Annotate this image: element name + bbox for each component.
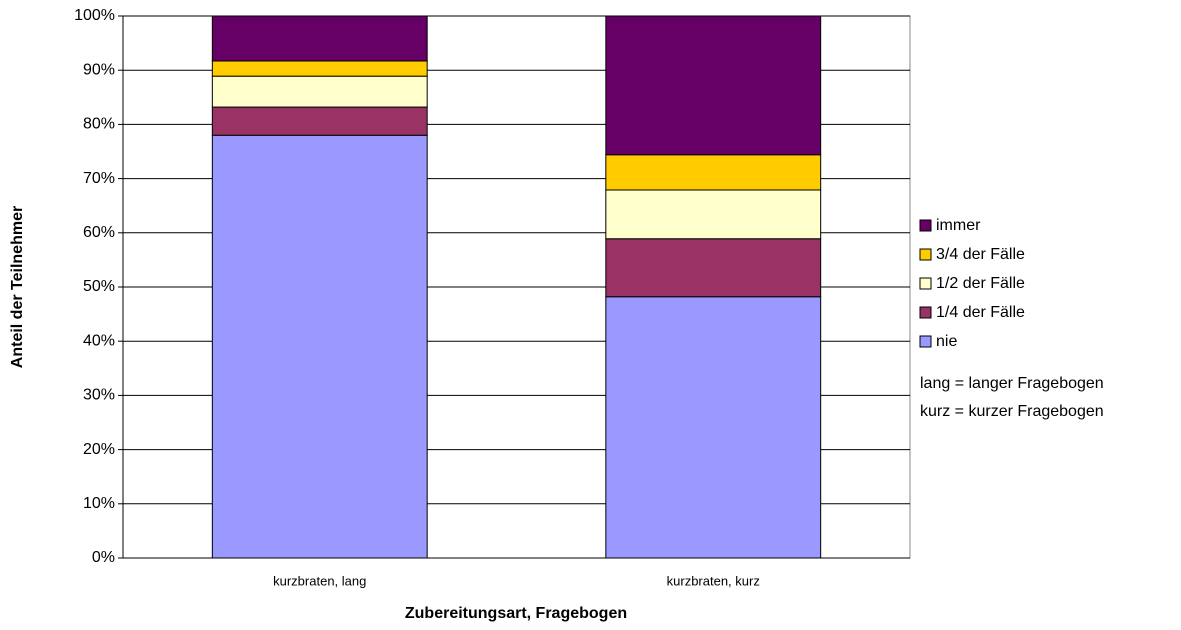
y-tick-label: 20% — [83, 441, 115, 458]
y-tick-label: 10% — [83, 495, 115, 512]
legend-label: immer — [936, 217, 981, 234]
y-tick-label: 0% — [92, 549, 115, 566]
legend-label: 1/2 der Fälle — [936, 275, 1025, 292]
legend-swatch — [919, 219, 932, 232]
x-tick-label: kurzbraten, kurz — [667, 573, 760, 588]
bar-segment — [605, 238, 822, 298]
bar-segment — [605, 15, 822, 156]
y-tick-label: 30% — [83, 387, 115, 404]
legend-swatch — [919, 306, 932, 319]
bar-segment — [211, 15, 428, 62]
legend-label: 3/4 der Fälle — [936, 246, 1025, 263]
y-tick-label: 80% — [83, 116, 115, 133]
y-tick-label: 90% — [83, 61, 115, 78]
bar-segment — [605, 296, 822, 559]
y-tick-label: 100% — [74, 7, 115, 24]
x-axis-label: Zubereitungsart, Fragebogen — [405, 605, 627, 622]
legend-swatch — [919, 277, 932, 290]
y-tick-label: 60% — [83, 224, 115, 241]
bar-segment — [211, 134, 428, 559]
legend-swatch — [919, 248, 932, 261]
x-tick-label: kurzbraten, lang — [273, 573, 366, 588]
bar-segment — [605, 154, 822, 191]
legend-swatch — [919, 335, 932, 348]
legend-label: nie — [936, 333, 957, 350]
legend-label: 1/4 der Fälle — [936, 304, 1025, 321]
annotation: kurz = kurzer Fragebogen — [920, 403, 1104, 420]
annotation: lang = langer Fragebogen — [920, 375, 1104, 392]
y-axis-label: Anteil der Teilnehmer — [9, 206, 26, 368]
bar-segment — [211, 106, 428, 136]
y-tick-label: 50% — [83, 278, 115, 295]
y-tick-label: 70% — [83, 170, 115, 187]
bar-segment — [211, 75, 428, 108]
bar-segment — [211, 60, 428, 77]
y-tick-label: 40% — [83, 332, 115, 349]
bar-segment — [605, 189, 822, 240]
